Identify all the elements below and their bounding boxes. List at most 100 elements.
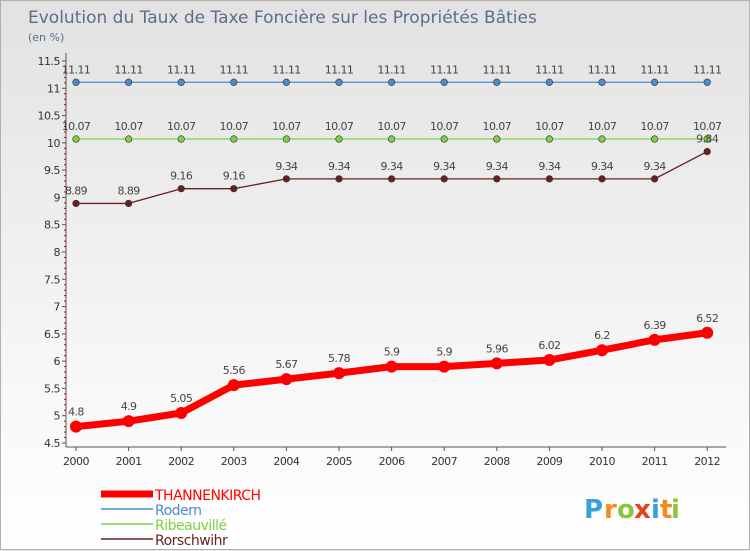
x-tick-label: 2008 <box>484 455 510 468</box>
data-label-thannenkirch: 6.39 <box>644 319 667 332</box>
data-label-rorschwihr: 9.16 <box>223 170 246 183</box>
x-tick-label: 2010 <box>589 455 615 468</box>
y-tick-label: 4.5 <box>44 437 60 450</box>
data-point-ribeauvillé <box>230 135 238 143</box>
data-label-rodern: 11.11 <box>588 63 617 76</box>
data-label-ribeauvillé: 10.07 <box>483 120 512 133</box>
data-label-rorschwihr: 9.34 <box>644 160 667 173</box>
logo-letter: i <box>671 495 680 525</box>
data-label-ribeauvillé: 10.07 <box>272 120 301 133</box>
data-point-rorschwihr <box>493 175 501 183</box>
data-label-thannenkirch: 5.96 <box>486 342 509 355</box>
data-label-rodern: 11.11 <box>693 63 722 76</box>
data-point-ribeauvillé <box>335 135 343 143</box>
data-label-thannenkirch: 6.2 <box>594 329 610 342</box>
y-tick-label: 10 <box>47 137 60 150</box>
data-point-rorschwihr <box>388 175 396 183</box>
x-tick-label: 2004 <box>273 455 299 468</box>
y-tick-label: 8 <box>54 246 61 259</box>
data-label-ribeauvillé: 10.07 <box>114 120 143 133</box>
data-point-ribeauvillé <box>650 135 659 143</box>
data-label-ribeauvillé: 10.07 <box>62 120 91 133</box>
data-label-thannenkirch: 4.8 <box>68 406 84 419</box>
data-point-rodern <box>230 78 238 86</box>
data-point-ribeauvillé <box>440 135 448 143</box>
x-tick-label: 2003 <box>221 455 247 468</box>
data-point-rodern <box>545 78 554 86</box>
data-point-thannenkirch <box>490 357 503 370</box>
data-point-thannenkirch <box>227 379 240 392</box>
data-label-rodern: 11.11 <box>483 63 512 76</box>
x-tick-label: 2006 <box>379 455 405 468</box>
chart-subtitle: (en %) <box>28 31 64 44</box>
x-tick-label: 2007 <box>431 455 457 468</box>
data-label-ribeauvillé: 10.07 <box>377 120 406 133</box>
data-point-ribeauvillé <box>282 135 291 143</box>
data-point-rodern <box>282 78 291 86</box>
data-point-thannenkirch <box>596 344 608 357</box>
x-tick-label: 2009 <box>536 455 562 468</box>
data-label-rorschwihr: 9.34 <box>328 160 351 173</box>
data-label-rodern: 11.11 <box>535 63 564 76</box>
data-point-ribeauvillé <box>177 135 185 143</box>
data-point-rorschwihr <box>650 175 659 183</box>
legend-label-thannenkirch: THANNENKIRCH <box>154 488 261 504</box>
logo-letter: P <box>584 495 603 525</box>
data-point-ribeauvillé <box>703 135 711 143</box>
data-point-rodern <box>335 78 343 86</box>
y-tick-label: 10.5 <box>38 110 61 123</box>
y-tick-label: 7.5 <box>44 273 60 286</box>
x-tick-label: 2005 <box>326 455 352 468</box>
data-point-rorschwihr <box>230 185 238 193</box>
data-point-rorschwihr <box>72 199 80 208</box>
data-label-rorschwihr: 9.84 <box>696 133 719 146</box>
data-point-ribeauvillé <box>124 135 133 143</box>
data-point-rorschwihr <box>545 175 554 183</box>
data-label-rorschwihr: 9.34 <box>591 160 614 173</box>
data-label-ribeauvillé: 10.07 <box>588 120 617 133</box>
data-label-ribeauvillé: 10.07 <box>167 120 196 133</box>
data-point-rorschwihr <box>282 175 291 183</box>
data-label-rodern: 11.11 <box>114 63 143 76</box>
legend-label-rodern: Rodern <box>155 503 202 519</box>
logo-letter: i <box>651 495 660 525</box>
data-label-rodern: 11.11 <box>220 63 249 76</box>
legend-label-ribeauvillé: Ribeauvillé <box>155 518 227 534</box>
data-point-thannenkirch <box>648 333 661 346</box>
data-label-rorschwihr: 9.16 <box>170 170 193 183</box>
data-point-ribeauvillé <box>72 135 80 143</box>
x-tick-label: 2011 <box>642 455 668 468</box>
series-layer <box>70 78 714 433</box>
data-point-rorschwihr <box>598 175 606 183</box>
y-tick-label: 7 <box>54 301 61 314</box>
logo-letter: o <box>617 495 635 525</box>
data-label-thannenkirch: 5.05 <box>170 392 193 405</box>
data-label-rodern: 11.11 <box>272 63 301 76</box>
data-point-rodern <box>650 78 659 86</box>
data-point-rodern <box>388 78 396 86</box>
data-label-rorschwihr: 9.34 <box>433 160 456 173</box>
data-label-rorschwihr: 8.89 <box>118 184 141 197</box>
data-point-thannenkirch <box>333 367 345 380</box>
y-tick-label: 6.5 <box>44 328 60 341</box>
data-label-rodern: 11.11 <box>167 63 196 76</box>
data-point-ribeauvillé <box>493 135 501 143</box>
logo-letter: x <box>634 495 651 525</box>
x-tick-label: 2012 <box>694 455 720 468</box>
data-label-ribeauvillé: 10.07 <box>640 120 669 133</box>
data-point-ribeauvillé <box>545 135 554 143</box>
y-tick-label: 9.5 <box>44 164 60 177</box>
data-label-rodern: 11.11 <box>377 63 406 76</box>
data-point-rodern <box>493 78 501 86</box>
x-tick-label: 2001 <box>116 455 142 468</box>
data-label-thannenkirch: 5.67 <box>275 358 298 371</box>
data-labels: 11.11 11.11 11.11 11.11 11.11 11.11 11.11 11.11… <box>62 63 723 419</box>
y-tick-label: 5.5 <box>44 382 60 395</box>
chart-title: Evolution du Taux de Taxe Foncière sur l… <box>28 8 537 28</box>
data-point-thannenkirch <box>385 360 398 373</box>
data-label-thannenkirch: 6.52 <box>696 312 718 325</box>
y-tick-label: 11 <box>47 82 60 95</box>
